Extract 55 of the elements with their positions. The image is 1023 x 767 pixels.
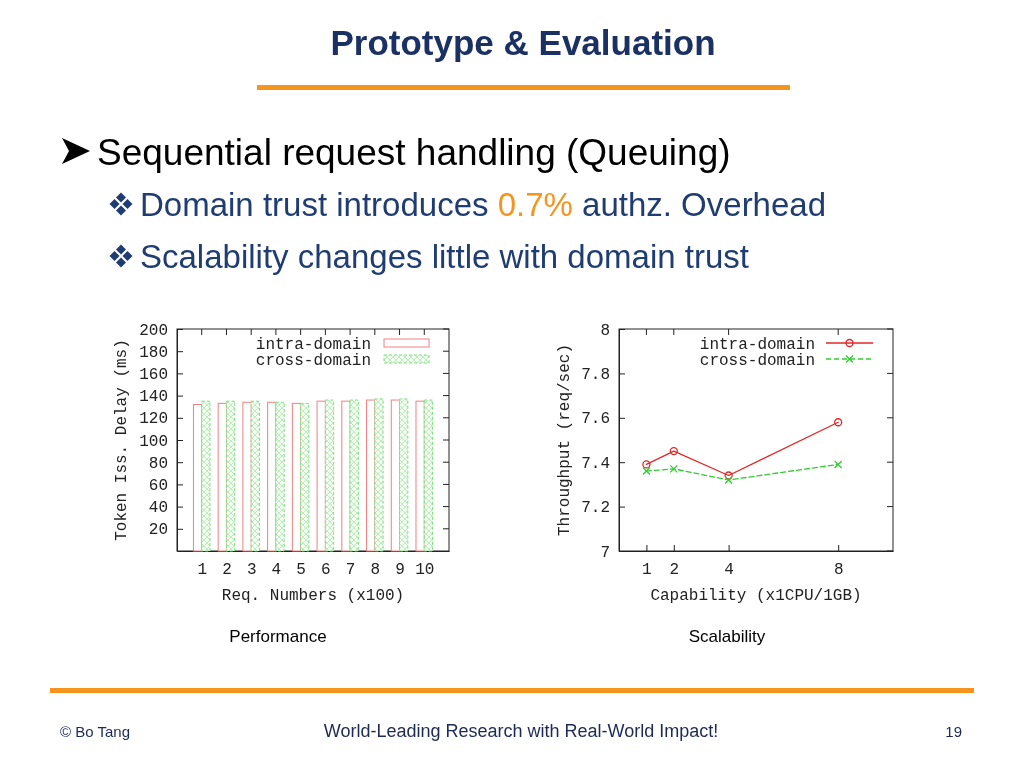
y-tick-label: 80: [148, 454, 168, 473]
text: World-Leading Research with Real-World Impact!: [323, 721, 719, 741]
x-axis-title: Capability (x1CPU/1GB): [650, 587, 862, 605]
x-tick-label: 4: [271, 561, 282, 580]
x-tick-label: 7: [345, 561, 356, 580]
point: [834, 460, 843, 469]
point: [669, 446, 678, 456]
legend-label: cross-domain: [255, 351, 371, 370]
point: [669, 464, 678, 474]
y-tick-label: 8: [600, 321, 610, 340]
x-tick-label: 1: [197, 561, 208, 580]
y-axis-title: Token Iss. Delay (ms): [112, 339, 131, 541]
point: [642, 466, 651, 476]
y-tick-label: 20: [148, 521, 168, 540]
text: Prototype & Evaluation: [330, 23, 716, 62]
x-tick-label: 2: [222, 561, 232, 580]
text: Performance: [229, 627, 327, 646]
text: Scalability: [688, 627, 766, 646]
point: [724, 475, 733, 485]
x-tick-label: 8: [833, 561, 844, 580]
legend-label: intra-domain: [699, 335, 815, 354]
y-tick-label: 7.2: [581, 499, 610, 518]
x-tick-label: 1: [642, 561, 652, 580]
y-tick-label: 180: [139, 343, 168, 362]
y-tick-label: 60: [148, 477, 168, 496]
y-axis-title: Throughput (req/sec): [555, 343, 574, 537]
point: [834, 418, 843, 427]
x-tick-label: 2: [669, 561, 680, 580]
x-tick-label: 6: [321, 561, 331, 580]
x-tick-label: 5: [296, 561, 306, 580]
text: Domain trust introduces 0.7% authz. Overhead: [140, 186, 827, 223]
y-tick-label: 140: [139, 388, 168, 407]
x-tick-label: 3: [246, 561, 257, 580]
text: Sequential request handling (Queuing): [97, 132, 731, 173]
y-tick-label: 7.4: [581, 454, 610, 473]
point: [642, 460, 651, 469]
x-axis-title: Req. Numbers (x100): [221, 587, 405, 605]
y-tick-label: 7.6: [581, 410, 610, 429]
y-tick-label: 7: [600, 543, 610, 562]
y-tick-label: 160: [139, 366, 168, 385]
y-tick-label: 200: [139, 321, 168, 340]
legend-label: cross-domain: [699, 351, 815, 370]
y-tick-label: 100: [139, 432, 168, 451]
x-tick-label: 9: [395, 561, 405, 580]
y-tick-label: 40: [148, 499, 168, 518]
legend-label: intra-domain: [255, 335, 371, 354]
y-tick-label: 7.8: [581, 366, 610, 385]
x-tick-label: 8: [370, 561, 381, 580]
point: [724, 471, 733, 480]
text: 19: [945, 723, 962, 740]
y-tick-label: 120: [139, 410, 168, 429]
x-tick-label: 4: [724, 561, 734, 580]
text: © Bo Tang: [60, 723, 130, 740]
text: Scalability changes little with domain trust: [140, 238, 749, 275]
x-tick-label: 10: [415, 561, 435, 580]
